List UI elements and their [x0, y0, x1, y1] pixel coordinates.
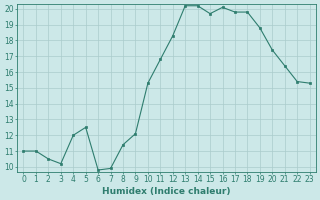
X-axis label: Humidex (Indice chaleur): Humidex (Indice chaleur)	[102, 187, 231, 196]
